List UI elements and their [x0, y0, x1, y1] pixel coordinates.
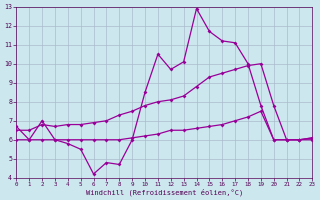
X-axis label: Windchill (Refroidissement éolien,°C): Windchill (Refroidissement éolien,°C)	[86, 188, 243, 196]
